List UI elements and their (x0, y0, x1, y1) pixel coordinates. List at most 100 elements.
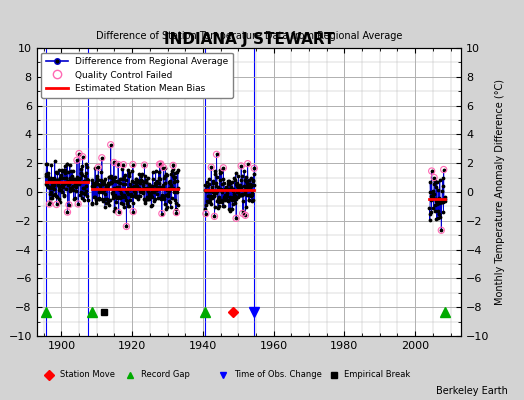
Point (436, 213, 444, 220)
Point (245, 196, 254, 203)
Point (115, 176, 124, 182)
Point (138, 190, 147, 196)
Point (126, 184, 135, 190)
Text: Berkeley Earth: Berkeley Earth (436, 386, 508, 396)
Point (434, 195, 443, 202)
Point (140, 162, 149, 168)
Point (243, 179, 252, 186)
Point (237, 163, 245, 169)
Point (45, 176, 53, 182)
Point (169, 162, 177, 168)
Point (75, 175, 84, 182)
Point (61, 167, 70, 174)
Point (48, 178, 56, 184)
Point (169, 162, 177, 168)
Point (138, 171, 146, 177)
Point (79, 154, 87, 160)
Point (231, 180, 239, 187)
Point (150, 189, 159, 196)
Point (140, 198, 149, 204)
Point (167, 204, 175, 210)
Point (228, 188, 237, 194)
Point (430, 190, 438, 197)
Point (137, 176, 145, 183)
Point (440, 166, 448, 173)
Point (218, 189, 226, 195)
Point (82, 188, 90, 194)
Point (432, 216, 441, 222)
Point (430, 174, 438, 181)
Point (155, 169, 163, 176)
Point (131, 192, 139, 198)
Point (100, 196, 108, 202)
Point (243, 192, 252, 198)
Point (163, 204, 171, 211)
Point (222, 189, 231, 196)
Point (235, 192, 244, 199)
Point (219, 202, 227, 209)
Point (147, 191, 155, 198)
Point (150, 182, 159, 189)
Point (129, 208, 137, 215)
Point (123, 167, 132, 174)
Point (242, 174, 250, 180)
Point (43, 182, 51, 188)
Point (95, 187, 104, 193)
Point (148, 182, 157, 189)
Point (173, 167, 182, 174)
Point (134, 196, 142, 202)
Point (157, 161, 165, 167)
Point (159, 184, 167, 190)
Point (247, 190, 256, 196)
Point (427, 209, 435, 215)
Point (163, 193, 172, 199)
Point (102, 182, 111, 188)
Point (116, 195, 124, 202)
Point (128, 200, 137, 206)
Point (156, 195, 164, 201)
Point (214, 205, 222, 212)
Point (90, 182, 98, 188)
Point (70, 196, 78, 202)
Point (135, 186, 143, 192)
Point (216, 186, 225, 192)
Point (226, 208, 235, 214)
Point (52, 193, 60, 199)
Point (138, 178, 147, 184)
Point (96, 182, 104, 188)
Point (97, 154, 106, 161)
Point (160, 192, 168, 199)
Point (57, 186, 65, 193)
Point (440, 195, 448, 202)
Point (226, 205, 235, 212)
Text: Station Move: Station Move (60, 370, 115, 378)
Point (67, 168, 75, 174)
Point (74, 201, 82, 207)
Point (246, 192, 254, 198)
Point (230, 196, 238, 203)
Point (142, 179, 150, 185)
Point (217, 196, 225, 203)
Point (78, 162, 86, 169)
Point (113, 184, 122, 190)
Point (74, 180, 82, 186)
Point (105, 174, 113, 180)
Point (57, 167, 66, 173)
Point (171, 197, 179, 204)
Point (248, 192, 256, 198)
Point (244, 160, 252, 167)
Point (63, 209, 72, 215)
Point (230, 175, 238, 182)
Point (122, 196, 130, 203)
Y-axis label: Monthly Temperature Anomaly Difference (°C): Monthly Temperature Anomaly Difference (… (495, 79, 505, 305)
Point (90, 183, 99, 190)
Point (45, 184, 53, 190)
Point (99, 188, 107, 195)
Point (141, 172, 149, 179)
Point (148, 194, 156, 200)
Point (68, 178, 77, 184)
Point (237, 183, 245, 190)
Point (211, 168, 220, 174)
Point (210, 193, 218, 199)
Point (166, 184, 174, 191)
